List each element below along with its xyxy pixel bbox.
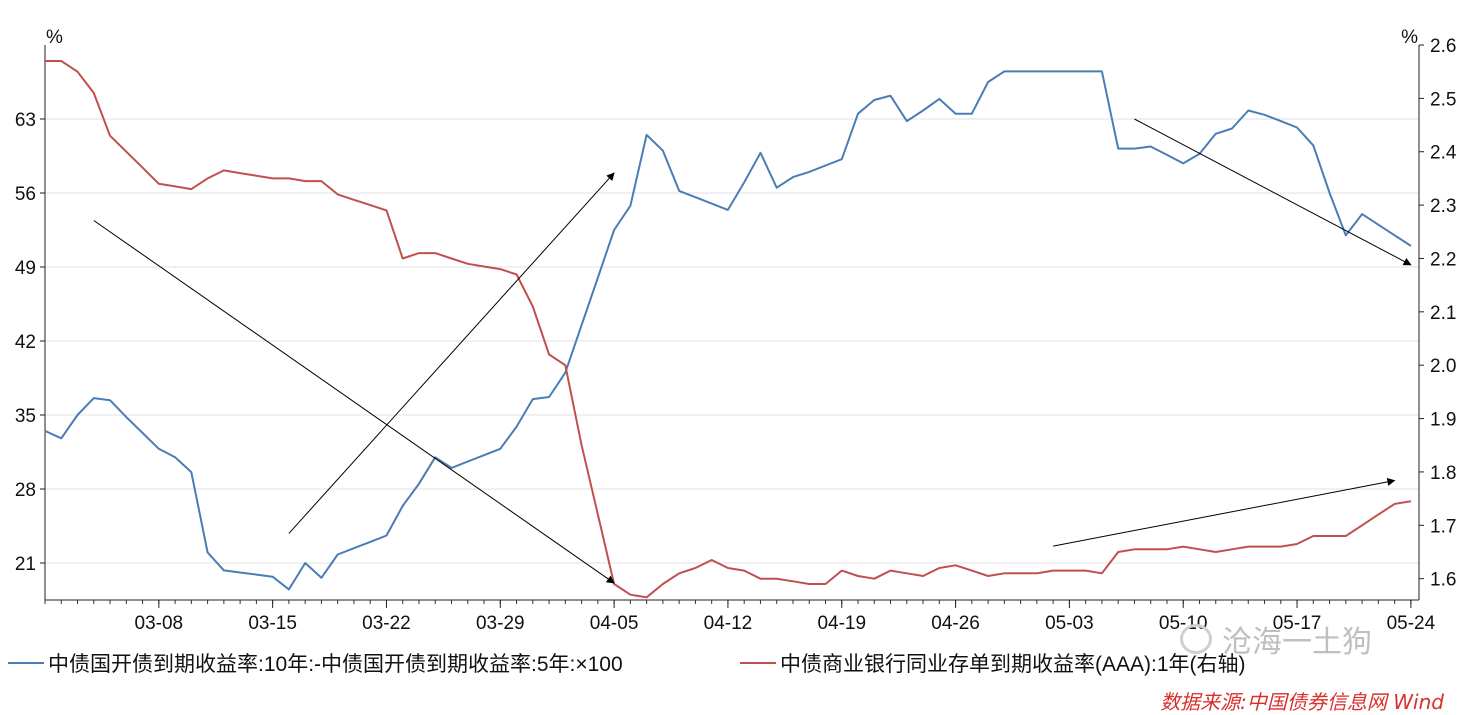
x-tick-label: 05-24 (1387, 613, 1436, 634)
series-line-term-spread (44, 70, 1412, 591)
left-tick-label: 56 (15, 184, 36, 205)
x-tick-label: 04-19 (817, 613, 866, 634)
annotation-arrow-4 (1053, 477, 1396, 547)
x-tick-label: 04-05 (590, 613, 639, 634)
x-tick-label: 04-12 (704, 613, 753, 634)
right-axis-unit: % (1401, 27, 1418, 48)
right-tick-label: 1.8 (1430, 463, 1456, 484)
right-tick-label: 2.1 (1430, 303, 1456, 324)
legend-swatch-blue (8, 662, 44, 664)
annotation-arrow-2 (288, 172, 615, 534)
legend-item-term-spread: 中债国开债到期收益率:10年:-中债国开债到期收益率:5年:×100 (8, 648, 623, 678)
right-tick-label: 2.2 (1430, 249, 1456, 270)
right-tick-label: 2.0 (1430, 356, 1456, 377)
left-tick-label: 21 (15, 554, 36, 575)
legend-label-term-spread: 中债国开债到期收益率:10年:-中债国开债到期收益率:5年:×100 (48, 653, 623, 676)
legend-item-ncd-yield: 中债商业银行同业存单到期收益率(AAA):1年(右轴) (740, 648, 1246, 678)
left-tick-label: 49 (15, 258, 36, 279)
legend-label-ncd-yield: 中债商业银行同业存单到期收益率(AAA):1年(右轴) (780, 653, 1246, 676)
annotation-arrow-3 (1134, 118, 1412, 266)
watermark-text: 沧海一土狗 (1222, 625, 1372, 660)
left-tick-label: 42 (15, 332, 36, 353)
legend-swatch-red (740, 662, 776, 664)
x-tick-label: 05-17 (1273, 613, 1322, 634)
x-tick-label: 03-08 (135, 613, 184, 634)
wechat-icon (1180, 624, 1212, 654)
x-tick-label: 03-15 (248, 613, 297, 634)
right-tick-label: 2.4 (1430, 143, 1457, 164)
x-tick-label: 03-22 (362, 613, 411, 634)
x-tick-label: 03-29 (476, 613, 525, 634)
left-tick-label: 28 (15, 480, 36, 501)
right-tick-label: 1.6 (1430, 570, 1456, 591)
chart-canvas: 21 28 35 42 49 56 63 1.6 1.7 1.8 1.9 2.0 2.1 2.2 2.3 2.… (15, 27, 1457, 634)
x-tick-label: 05-03 (1045, 613, 1094, 634)
left-tick-label: 35 (15, 406, 36, 427)
right-tick-label: 2.3 (1430, 196, 1456, 217)
legend: 中债国开债到期收益率:10年:-中债国开债到期收益率:5年:×100 中债商业银… (0, 648, 1474, 682)
annotation-arrow-1 (93, 220, 615, 584)
right-tick-label: 2.5 (1430, 89, 1456, 110)
left-axis-unit: % (46, 27, 63, 48)
data-source-note: 数据来源:中国债券信息网 Wind (1160, 690, 1444, 714)
right-tick-label: 2.6 (1430, 36, 1456, 57)
left-tick-label: 63 (15, 110, 36, 131)
right-tick-label: 1.7 (1430, 516, 1456, 537)
watermark: 沧海一土狗 (1180, 617, 1372, 661)
right-tick-label: 1.9 (1430, 410, 1456, 431)
x-tick-label: 04-26 (931, 613, 980, 634)
series-line-ncd-yield (45, 60, 1412, 599)
